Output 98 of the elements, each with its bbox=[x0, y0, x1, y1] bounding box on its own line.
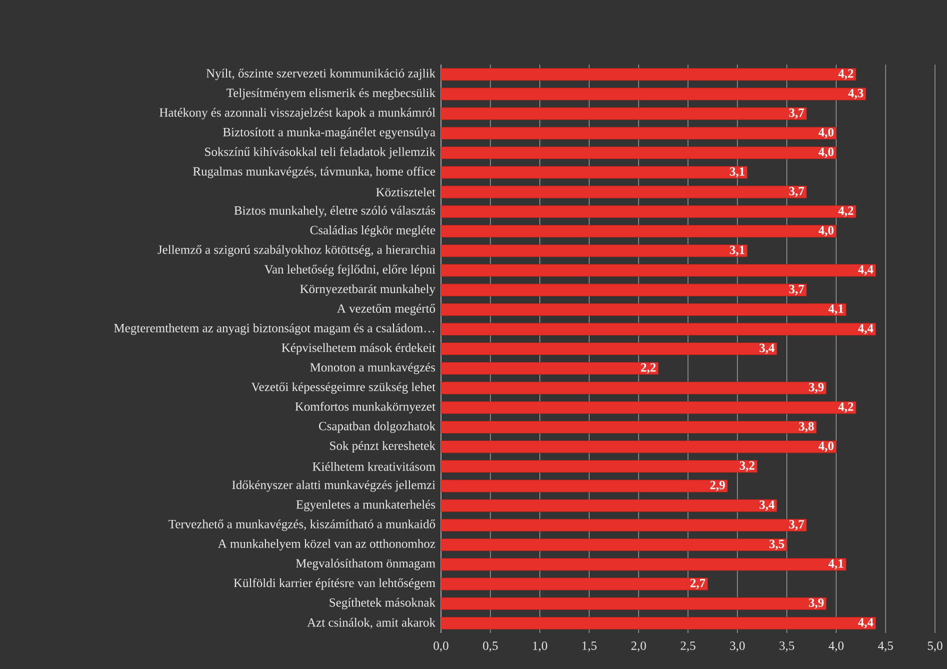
data-label: 3,7 bbox=[789, 108, 804, 119]
data-label: 3,7 bbox=[789, 520, 804, 530]
y-tick-label: Vezetői képességeimre szükség lehet bbox=[251, 382, 436, 394]
x-tick-label: 4,0 bbox=[828, 642, 844, 652]
y-tick-label: Megteremthetem az anyagi biztonságot magam és a családom… bbox=[114, 324, 434, 335]
bar bbox=[441, 284, 807, 296]
bar bbox=[441, 362, 659, 375]
data-label: 4,1 bbox=[828, 304, 844, 315]
bar bbox=[441, 558, 846, 571]
y-tick-label: Tervezhető a munkavégzés, kiszámítható a munkaidő bbox=[168, 520, 436, 531]
data-label: 4,2 bbox=[838, 69, 854, 80]
bar bbox=[441, 68, 856, 81]
bar bbox=[441, 440, 836, 454]
x-tick-label: 5,0 bbox=[928, 642, 942, 652]
data-label: 3,5 bbox=[769, 540, 784, 550]
bar bbox=[441, 205, 856, 218]
data-label: 4,2 bbox=[838, 206, 854, 217]
bar bbox=[441, 480, 728, 492]
data-label: 3,1 bbox=[730, 167, 744, 178]
bar bbox=[441, 460, 758, 473]
x-tick-label: 4,5 bbox=[878, 642, 893, 652]
x-tick-label: 2,5 bbox=[680, 642, 696, 652]
data-label: 2,9 bbox=[710, 480, 725, 492]
x-tick-label: 3,0 bbox=[730, 642, 745, 652]
y-tick-label: Rugalmas munkavégzés, távmunka, home office bbox=[193, 166, 436, 178]
y-tick-label: Azt csinálok, amit akarok bbox=[307, 618, 436, 629]
x-tick-label: 0,0 bbox=[434, 642, 448, 652]
y-tick-label: Biztosított a munka-magánélet egyensúlya bbox=[223, 128, 436, 139]
bar bbox=[441, 420, 817, 434]
data-label: 4,0 bbox=[818, 226, 834, 236]
y-tick-label: Hatékony és azonnali visszajelzést kapok a munkámról bbox=[160, 108, 436, 120]
bar bbox=[441, 303, 846, 316]
bar bbox=[441, 224, 836, 238]
bar bbox=[441, 518, 807, 532]
y-tick-label: Időkényszer alatti munkavégzés jellemzi bbox=[232, 480, 436, 492]
bar bbox=[441, 342, 778, 356]
bar bbox=[441, 88, 866, 100]
bar bbox=[441, 107, 807, 120]
data-label: 4,2 bbox=[838, 402, 854, 413]
data-label: 4,0 bbox=[818, 148, 834, 158]
y-tick-label: A vezetőm megértő bbox=[337, 304, 436, 316]
data-label: 4,4 bbox=[858, 265, 874, 276]
bar bbox=[441, 538, 788, 552]
bar bbox=[441, 401, 856, 414]
bar bbox=[441, 264, 876, 277]
bar bbox=[441, 578, 708, 590]
data-label: 3,4 bbox=[760, 500, 774, 511]
bar bbox=[441, 499, 778, 512]
bar bbox=[441, 126, 836, 140]
data-label: 2,7 bbox=[690, 578, 706, 590]
x-tick-label: 1,5 bbox=[582, 642, 597, 652]
data-label: 4,0 bbox=[818, 128, 834, 138]
y-tick-label: Kiélhetem kreativitásom bbox=[312, 462, 436, 471]
data-label: 3,9 bbox=[808, 598, 824, 609]
bar bbox=[441, 146, 836, 160]
data-label: 4,1 bbox=[828, 559, 844, 570]
y-tick-label: Egyenletes a munkaterhelés bbox=[296, 500, 436, 512]
y-tick-label: Segíthetek másoknak bbox=[330, 598, 436, 610]
y-tick-label: Biztos munkahely, életre szóló választás bbox=[234, 206, 436, 218]
bar bbox=[441, 244, 748, 258]
y-tick-label: Sokszínű kihívásokkal teli feladatok jellemzik bbox=[205, 147, 436, 159]
bar bbox=[441, 382, 827, 394]
data-label: 4,4 bbox=[858, 324, 874, 334]
data-label: 4,0 bbox=[818, 442, 834, 452]
data-label: 2,2 bbox=[641, 363, 656, 374]
bar bbox=[441, 322, 876, 336]
y-tick-label: Teljesítményem elismerik és megbecsülik bbox=[226, 88, 436, 100]
y-tick-label: Köztisztelet bbox=[376, 188, 436, 196]
bar bbox=[441, 166, 748, 179]
y-tick-label: Monoton a munkavégzés bbox=[310, 362, 436, 374]
bar bbox=[441, 616, 876, 630]
x-tick-label: 0,5 bbox=[483, 642, 498, 652]
y-tick-label: Csapatban dolgozhatok bbox=[319, 422, 436, 433]
x-tick-label: 1,0 bbox=[533, 642, 548, 652]
data-label: 3,7 bbox=[789, 284, 804, 296]
x-tick-label: 2,0 bbox=[631, 642, 646, 652]
data-label: 3,7 bbox=[789, 186, 804, 198]
y-tick-label: Külföldi karrier építésre van lehtőségem bbox=[234, 578, 436, 590]
x-tick-label: 3,5 bbox=[780, 642, 794, 652]
y-tick-label: A munkahelyem közel van az otthonomhoz bbox=[218, 539, 436, 550]
y-tick-label: Környezetbarát munkahely bbox=[300, 284, 436, 296]
y-tick-label: Van lehetőség fejlődni, előre lépni bbox=[264, 264, 436, 276]
y-tick-label: Családias légkör megléte bbox=[310, 226, 436, 237]
data-label: 4,3 bbox=[848, 88, 864, 100]
data-label: 3,9 bbox=[808, 382, 824, 394]
data-label: 3,8 bbox=[799, 422, 814, 432]
y-tick-label: Komfortos munkakörnyezet bbox=[295, 402, 436, 414]
bar bbox=[441, 186, 807, 198]
y-tick-label: Képviselhetem mások érdekeit bbox=[282, 343, 436, 354]
data-label: 4,4 bbox=[858, 618, 874, 628]
y-tick-label: Nyílt, őszinte szervezeti kommunikáció zajlik bbox=[206, 68, 436, 80]
data-label: 3,4 bbox=[760, 344, 774, 354]
y-tick-label: Megvalósíthatom önmagam bbox=[296, 558, 436, 570]
data-label: 3,2 bbox=[740, 461, 754, 472]
data-label: 3,1 bbox=[730, 246, 744, 256]
y-tick-label: Sok pénzt kereshetek bbox=[330, 441, 436, 452]
bar bbox=[441, 597, 827, 610]
y-tick-label: Jellemző a szigorú szabályokhoz kötöttség, a hierarchia bbox=[158, 245, 436, 257]
